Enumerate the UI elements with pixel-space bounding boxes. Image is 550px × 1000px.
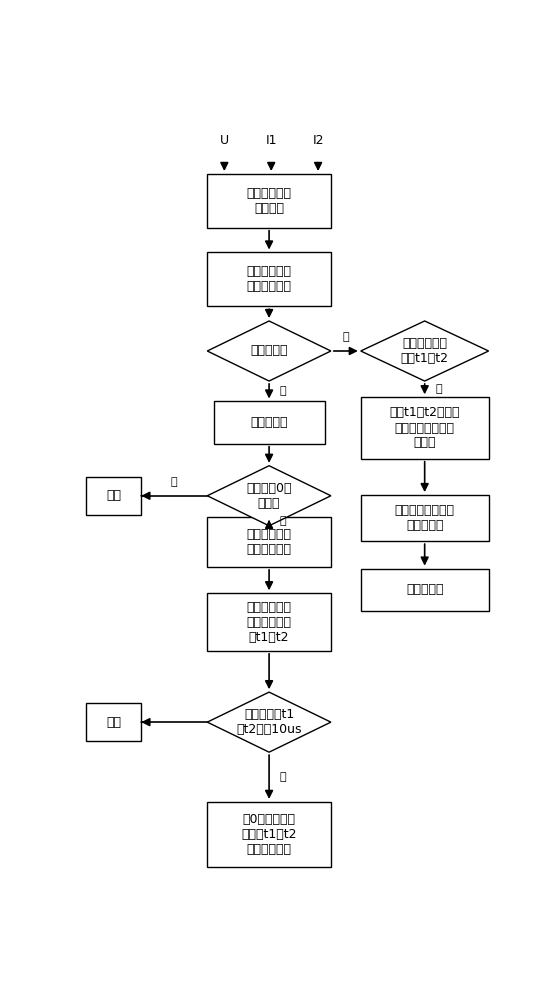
FancyBboxPatch shape xyxy=(213,401,324,444)
FancyBboxPatch shape xyxy=(361,397,488,459)
Text: 是否存在0号
包报文: 是否存在0号 包报文 xyxy=(246,482,292,510)
Text: I1: I1 xyxy=(266,134,277,147)
Text: 同步标正常: 同步标正常 xyxy=(250,344,288,358)
FancyBboxPatch shape xyxy=(86,703,141,741)
Text: 跨间隔采样值
报文接收: 跨间隔采样值 报文接收 xyxy=(246,187,292,215)
Text: 对电流数据采用拉
格朗日插值: 对电流数据采用拉 格朗日插值 xyxy=(395,504,455,532)
Text: I2: I2 xyxy=(312,134,324,147)
Text: 是: 是 xyxy=(280,386,287,396)
FancyBboxPatch shape xyxy=(361,495,488,541)
FancyBboxPatch shape xyxy=(207,593,331,651)
FancyBboxPatch shape xyxy=(207,252,331,306)
Text: 否: 否 xyxy=(343,332,349,342)
Text: U: U xyxy=(220,134,229,147)
Polygon shape xyxy=(207,321,331,381)
Text: 是: 是 xyxy=(280,516,287,526)
FancyBboxPatch shape xyxy=(361,569,488,611)
Text: 是: 是 xyxy=(436,384,442,394)
Polygon shape xyxy=(207,466,331,526)
Polygon shape xyxy=(361,321,488,381)
Text: 以0号包报文相
对时间t1、t2
作为补偿时间: 以0号包报文相 对时间t1、t2 作为补偿时间 xyxy=(241,813,297,856)
Text: 电能量计算: 电能量计算 xyxy=(250,416,288,429)
Text: 计算电流合并
单元的相对时
间t1和t2: 计算电流合并 单元的相对时 间t1和t2 xyxy=(246,601,292,644)
Text: 返回: 返回 xyxy=(106,716,121,729)
Text: 合并单元报文
到达时间标定: 合并单元报文 到达时间标定 xyxy=(246,265,292,293)
FancyBboxPatch shape xyxy=(207,517,331,567)
Text: 采用t1、t2修补电
流合并单元实际到
达时间: 采用t1、t2修补电 流合并单元实际到 达时间 xyxy=(389,406,460,450)
Text: 是否存在相对
时间t1、t2: 是否存在相对 时间t1、t2 xyxy=(400,337,449,365)
FancyBboxPatch shape xyxy=(207,174,331,228)
Text: 是: 是 xyxy=(280,772,287,782)
Text: 返回: 返回 xyxy=(106,489,121,502)
Text: 时间变化率t1
和t2小于10us: 时间变化率t1 和t2小于10us xyxy=(236,708,302,736)
Polygon shape xyxy=(207,692,331,752)
Text: 否: 否 xyxy=(171,477,178,487)
FancyBboxPatch shape xyxy=(86,477,141,515)
Text: 电能量计算: 电能量计算 xyxy=(406,583,443,596)
FancyBboxPatch shape xyxy=(207,802,331,867)
Text: 电压合并单元
作为时间基准: 电压合并单元 作为时间基准 xyxy=(246,528,292,556)
